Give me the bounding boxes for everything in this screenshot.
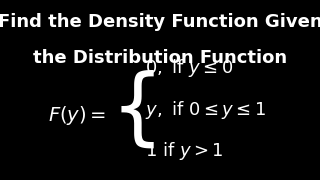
Text: $F(y) =$: $F(y) =$: [48, 104, 106, 127]
Text: $0, \text{ if } y \leq 0$: $0, \text{ if } y \leq 0$: [145, 57, 234, 79]
Text: Find the Density Function Given: Find the Density Function Given: [0, 13, 320, 31]
Text: the Distribution Function: the Distribution Function: [33, 49, 287, 67]
Text: $1 \text{ if } y > 1$: $1 \text{ if } y > 1$: [145, 140, 224, 162]
Text: $\{$: $\{$: [110, 69, 154, 151]
Text: $y, \text{ if } 0 \leq y \leq 1$: $y, \text{ if } 0 \leq y \leq 1$: [145, 99, 267, 121]
